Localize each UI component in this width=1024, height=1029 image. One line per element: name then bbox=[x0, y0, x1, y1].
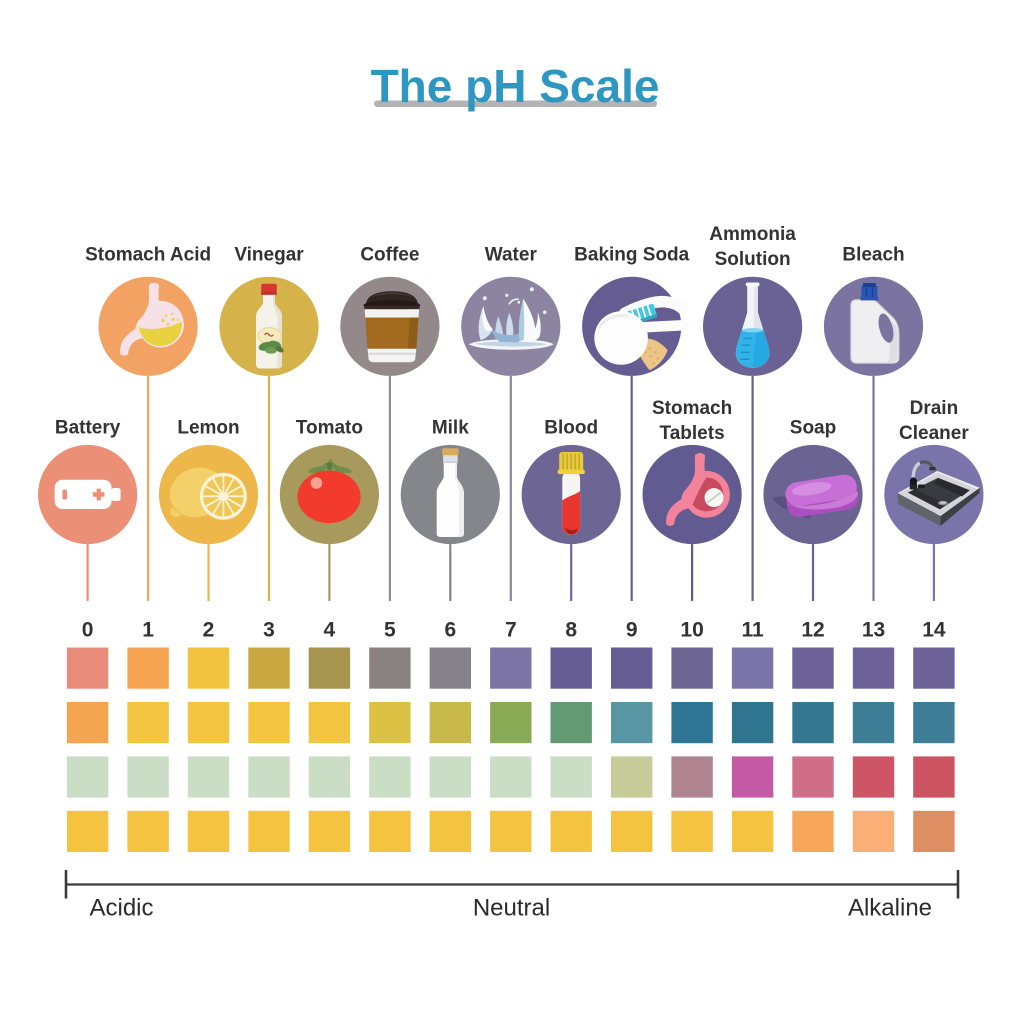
svg-text:14: 14 bbox=[922, 619, 946, 642]
svg-text:Acidic: Acidic bbox=[89, 895, 153, 922]
svg-text:Battery: Battery bbox=[55, 418, 121, 439]
svg-text:12: 12 bbox=[801, 619, 824, 642]
svg-text:Milk: Milk bbox=[432, 418, 469, 439]
svg-text:3: 3 bbox=[263, 619, 275, 642]
svg-text:Ammonia: Ammonia bbox=[709, 224, 796, 245]
svg-text:Stomach Acid: Stomach Acid bbox=[85, 245, 211, 266]
svg-text:2: 2 bbox=[203, 619, 215, 642]
svg-text:Bleach: Bleach bbox=[842, 245, 904, 266]
svg-text:Solution: Solution bbox=[715, 249, 791, 270]
svg-text:7: 7 bbox=[505, 619, 517, 642]
svg-text:Neutral: Neutral bbox=[473, 895, 550, 922]
svg-text:Baking Soda: Baking Soda bbox=[574, 245, 690, 266]
svg-text:Cleaner: Cleaner bbox=[899, 423, 969, 444]
svg-text:Tomato: Tomato bbox=[296, 418, 363, 439]
svg-text:Coffee: Coffee bbox=[360, 245, 419, 266]
svg-text:13: 13 bbox=[862, 619, 885, 642]
svg-text:8: 8 bbox=[565, 619, 577, 642]
svg-text:9: 9 bbox=[626, 619, 638, 642]
svg-text:Vinegar: Vinegar bbox=[234, 245, 304, 266]
svg-text:5: 5 bbox=[384, 619, 396, 642]
svg-text:11: 11 bbox=[741, 619, 764, 642]
svg-text:Drain: Drain bbox=[910, 398, 959, 419]
svg-text:0: 0 bbox=[82, 619, 94, 642]
svg-text:Stomach: Stomach bbox=[652, 398, 732, 419]
svg-text:Blood: Blood bbox=[544, 418, 598, 439]
svg-text:Soap: Soap bbox=[790, 418, 836, 439]
svg-text:Lemon: Lemon bbox=[177, 418, 239, 439]
svg-text:6: 6 bbox=[444, 619, 456, 642]
svg-text:Alkaline: Alkaline bbox=[848, 895, 932, 922]
svg-text:4: 4 bbox=[324, 619, 336, 642]
svg-text:Water: Water bbox=[485, 245, 538, 266]
svg-text:The pH Scale: The pH Scale bbox=[371, 60, 660, 112]
svg-text:10: 10 bbox=[680, 619, 703, 642]
svg-text:Tablets: Tablets bbox=[660, 423, 725, 444]
svg-text:1: 1 bbox=[142, 619, 154, 642]
